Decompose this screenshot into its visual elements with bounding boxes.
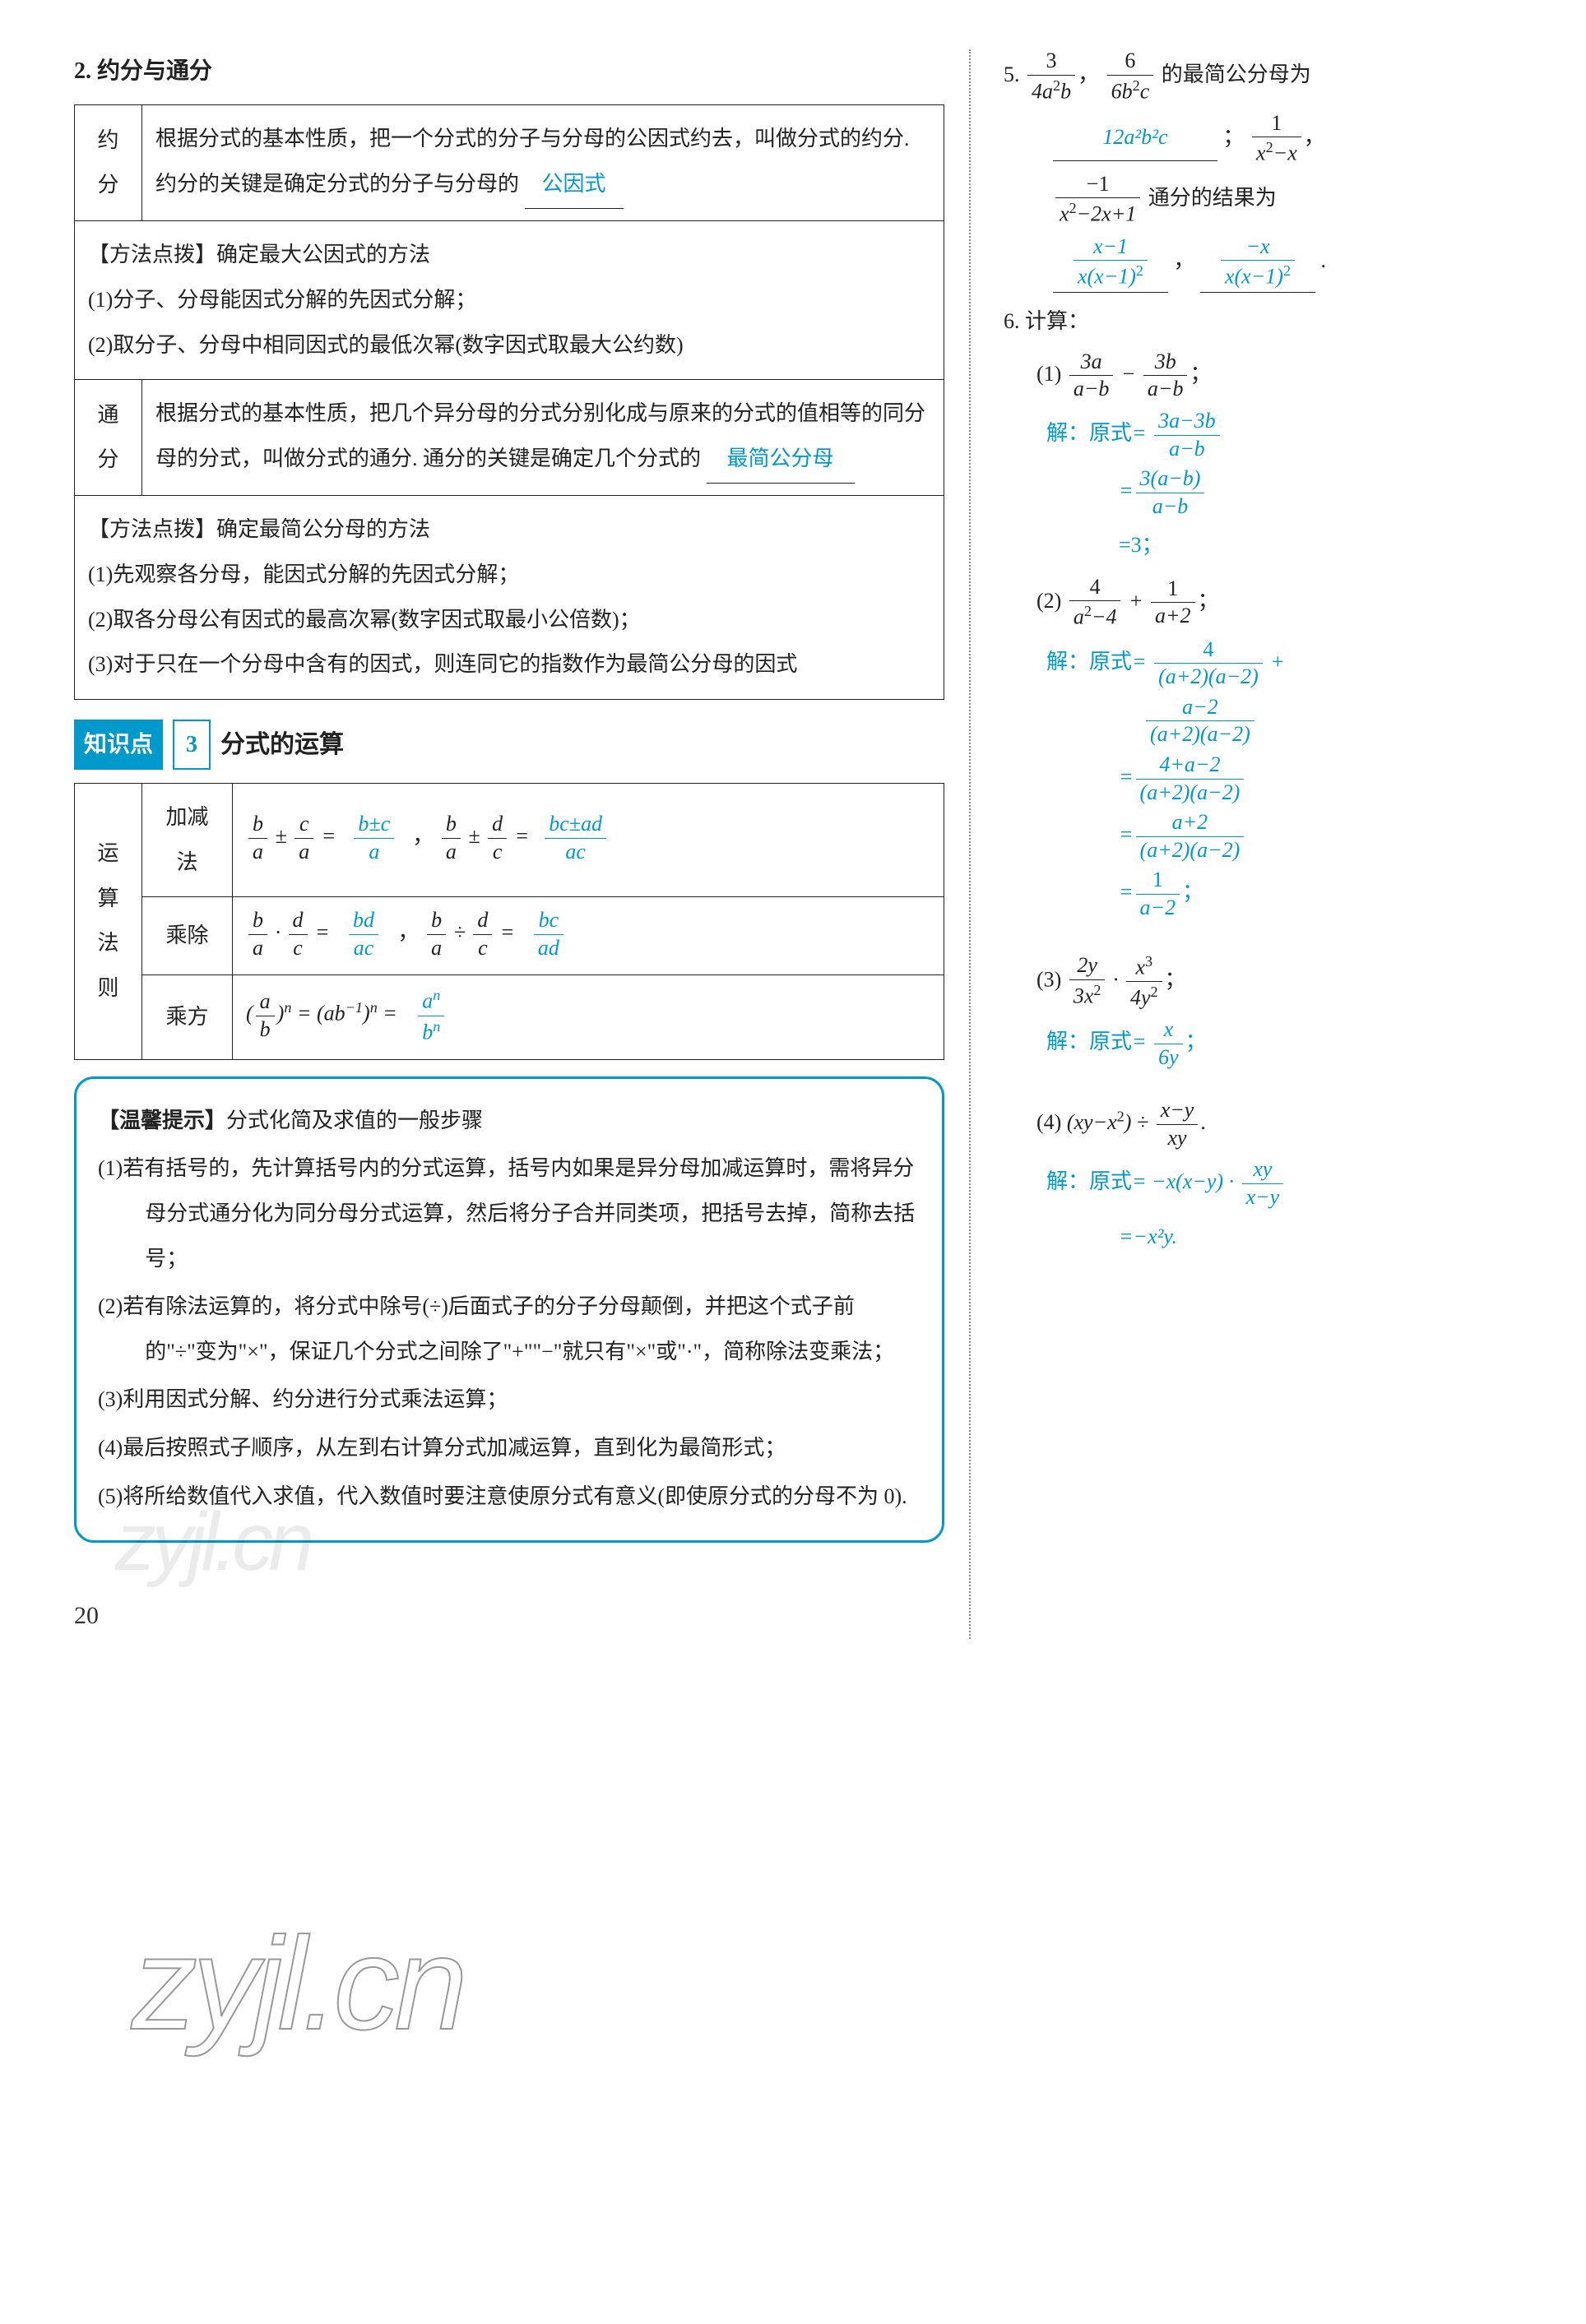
tip-item-1: (1)若有括号的，先计算括号内的分式运算，括号内如果是异分母加减运算时，需将异分… — [98, 1146, 921, 1281]
q6-2-sol: 解：原式= 4(a+2)(a−2) + — [1046, 638, 1512, 689]
op-pow-label: 乘方 — [142, 975, 233, 1060]
q6-3-sol: 解：原式= x6y； — [1046, 1018, 1512, 1069]
q6-3: (3) 2y3x2 · x34y2； — [1036, 953, 1512, 1011]
tip-item-2: (2)若有除法运算的，将分式中除号(÷)后面式子的分子分母颠倒，并把这个式子前的… — [98, 1285, 921, 1374]
q5-part2: −1x2−2x+1 通分的结果为 — [1053, 173, 1512, 227]
q5: 5. 34a2b， 66b2c 的最简公分母为 — [1004, 49, 1512, 104]
q6-4-sol: 解：原式= −x(x−y) · xyx−y — [1046, 1158, 1512, 1209]
q6-2: (2) 4a2−4 + 1a+2； — [1036, 576, 1512, 630]
q6-title: 6. 计算： — [1004, 301, 1512, 341]
method-lcd: 【方法点拨】确定最简公分母的方法 (1)先观察各分母，能因式分解的先因式分解； … — [75, 496, 944, 699]
tip-item-4: (4)最后按照式子顺序，从左到右计算分式加减运算，直到化为最简形式； — [98, 1426, 921, 1471]
blank-zuijiangongfenmu: 最简公分母 — [707, 437, 855, 484]
page-number: 20 — [74, 1592, 944, 1639]
kp-num: 3 — [173, 720, 211, 770]
row-tongfen-text: 根据分式的基本性质，把几个异分母的分式分别化成与原来的分式的值相等的同分母的分式… — [142, 380, 944, 496]
method-max-gcf: 【方法点拨】确定最大公因式的方法 (1)分子、分母能因式分解的先因式分解； (2… — [75, 221, 944, 380]
table-yuefen-tongfen: 约分 根据分式的基本性质，把一个分式的分子与分母的公因式约去，叫做分式的约分. … — [74, 104, 944, 700]
tip-box: 【温馨提示】分式化简及求值的一般步骤 (1)若有括号的，先计算括号内的分式运算，… — [74, 1076, 944, 1543]
tip-item-3: (3)利用因式分解、约分进行分式乘法运算； — [98, 1377, 921, 1423]
q6-1-sol: 解：原式= 3a−3ba−b — [1046, 410, 1512, 461]
q5-ans1: 12a²b²c ； 1x2−x， — [1053, 112, 1512, 166]
q5-ans2: x−1x(x−1)2 ， −xx(x−1)2 . — [1053, 235, 1512, 294]
kp3-heading: 知识点 3 分式的运算 — [74, 720, 944, 770]
row-yuefen-label: 约分 — [75, 105, 142, 221]
tip-item-5: (5)将所给数值代入求值，代入数值时要注意使原分式有意义(即使原分式的分母不为 … — [98, 1474, 921, 1520]
op-add-expr: ba ± ca = b±ca ， ba ± dc = bc±adac — [233, 783, 944, 896]
op-mul-expr: ba · dc = bdac ， ba ÷ dc = bcad — [233, 897, 944, 975]
op-pow-expr: (ab)n = (ab−1)n = anbn — [233, 975, 944, 1060]
op-add-label: 加减法 — [142, 783, 233, 896]
q6-1: (1) 3aa−b − 3ba−b； — [1036, 350, 1512, 401]
right-column: 5. 34a2b， 66b2c 的最简公分母为 12a²b²c ； 1x2−x，… — [995, 49, 1512, 1639]
left-column: 2. 约分与通分 约分 根据分式的基本性质，把一个分式的分子与分母的公因式约去，… — [74, 49, 971, 1639]
row-yuefen-text: 根据分式的基本性质，把一个分式的分子与分母的公因式约去，叫做分式的约分. 约分的… — [142, 105, 944, 221]
blank-gongyinshi: 公因式 — [525, 162, 624, 210]
watermark-2: zyjl.cn — [132, 1859, 463, 2109]
section-2-title: 2. 约分与通分 — [74, 49, 944, 93]
table-operations: 运算法则 加减法 ba ± ca = b±ca ， ba ± dc = bc±a… — [74, 783, 944, 1060]
kp-badge: 知识点 — [74, 720, 163, 770]
op-rowlabel: 运算法则 — [75, 783, 142, 1059]
op-mul-label: 乘除 — [142, 897, 233, 975]
row-tongfen-label: 通分 — [75, 380, 142, 496]
kp-title-text: 分式的运算 — [220, 721, 344, 768]
q6-4: (4) (xy−x2) ÷ x−yxy. — [1036, 1099, 1512, 1150]
